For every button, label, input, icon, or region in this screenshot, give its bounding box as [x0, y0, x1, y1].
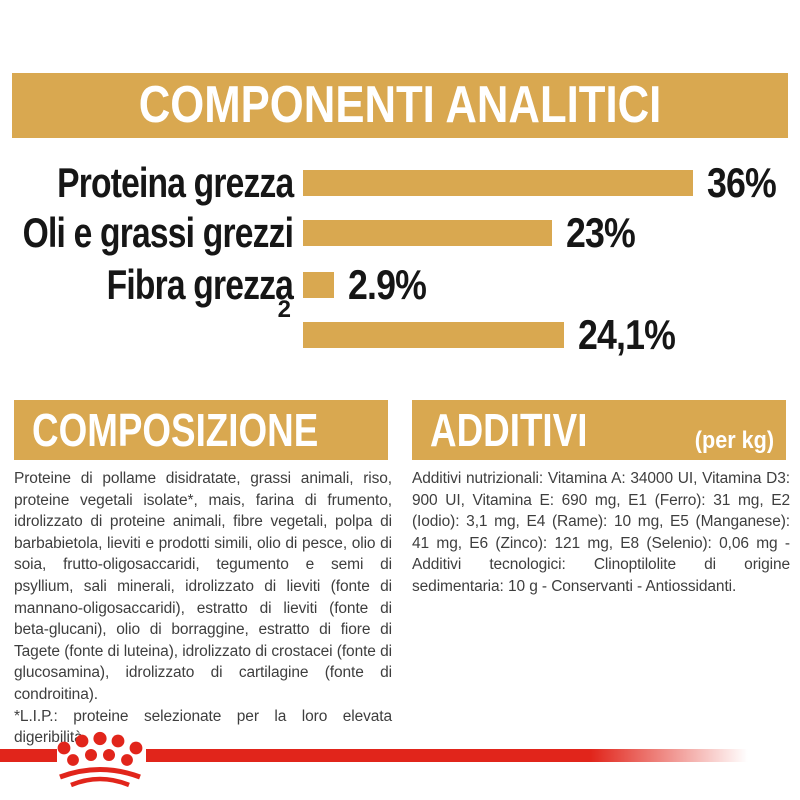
additives-unit-label: (per kg) [694, 427, 774, 454]
composition-title: COMPOSIZIONE [32, 404, 319, 456]
additives-header-banner: ADDITIVI (per kg) [412, 400, 786, 460]
composition-text: Proteine di pollame disidratate, grassi … [14, 470, 392, 703]
chart-row: 23% [303, 209, 647, 256]
footer-red-line-left [0, 749, 57, 762]
value-footnote-row: 24,1% [578, 311, 676, 358]
chart-row: 36% [303, 159, 788, 206]
chart-label-oli-grassi: Oli e grassi grezzi [22, 209, 293, 256]
composition-body: Proteine di pollame disidratate, grassi … [14, 468, 392, 749]
additives-title: ADDITIVI [430, 404, 588, 456]
chart-label-proteina-grezza: Proteina grezza [56, 159, 294, 206]
composition-footnote: *L.I.P.: proteine selezionate per la lor… [14, 707, 392, 747]
chart-label-fibra-grezza: Fibra grezza [106, 261, 294, 308]
additives-body: Additivi nutrizionali: Vitamina A: 34000… [412, 468, 790, 598]
composition-header-banner: COMPOSIZIONE [14, 400, 388, 460]
analytics-title: COMPONENTI ANALITICI [138, 76, 662, 134]
chart-row: 2.9% [303, 261, 440, 308]
bar-footnote-row [303, 322, 564, 348]
bar-oli-grassi [303, 220, 552, 246]
chart-row: 24,1% [303, 311, 692, 358]
bar-proteina-grezza [303, 170, 693, 196]
value-proteina-grezza: 36% [707, 159, 777, 206]
bar-fibra-grezza [303, 272, 334, 298]
chart-footnote-marker: 2 [277, 296, 291, 323]
additives-text: Additivi nutrizionali: Vitamina A: 34000… [412, 470, 790, 595]
royal-canin-crown-logo-icon [57, 731, 143, 788]
analytics-header-banner: COMPONENTI ANALITICI [12, 73, 788, 138]
footer-red-line-right [146, 749, 800, 762]
analytics-bar-chart: Proteina grezza 36% Oli e grassi grezzi … [0, 158, 800, 398]
value-oli-grassi: 23% [566, 209, 636, 256]
value-fibra-grezza: 2.9% [348, 261, 427, 308]
